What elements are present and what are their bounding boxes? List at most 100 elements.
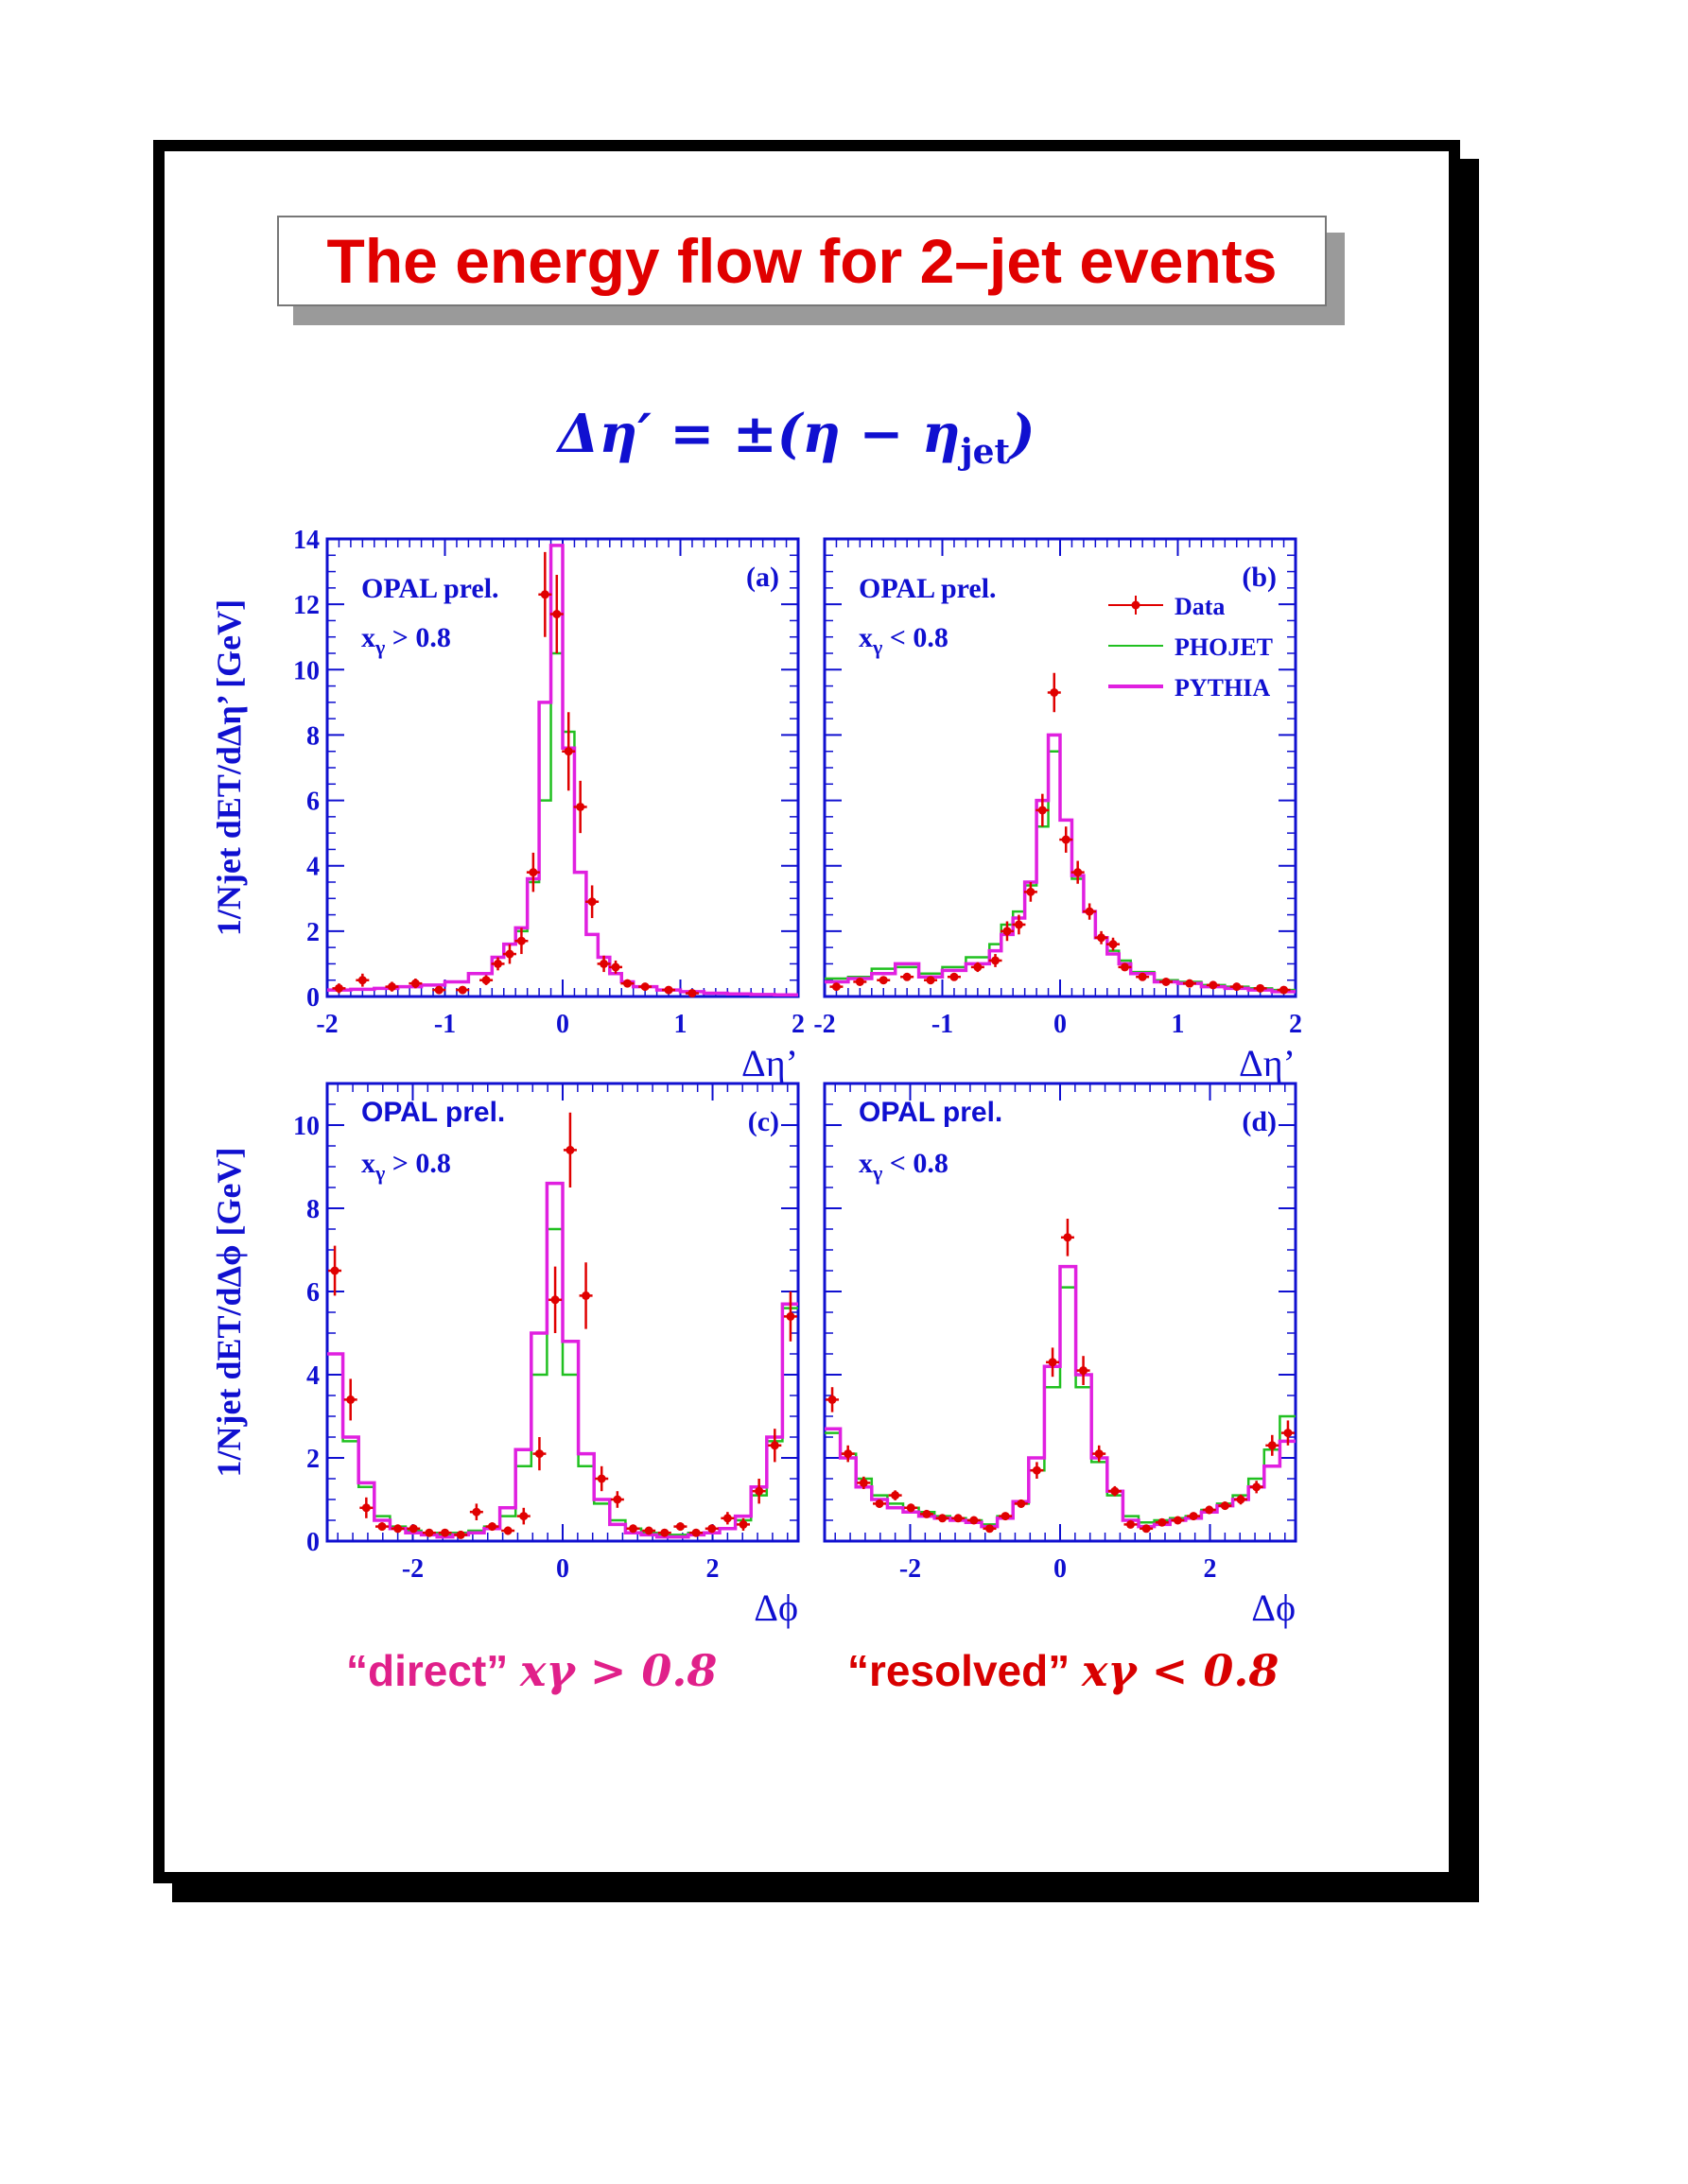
data-point	[361, 1503, 371, 1513]
data-point	[410, 979, 420, 988]
data-point	[640, 982, 650, 992]
data-point	[1110, 1486, 1120, 1496]
x-tick-label: 2	[1289, 1010, 1302, 1039]
formula-prefix: Δη′ = ±(η − η	[555, 403, 961, 465]
data-point	[1108, 940, 1118, 949]
legend-marker-dot	[1131, 600, 1140, 610]
data-point	[973, 962, 983, 972]
data-point	[1120, 962, 1129, 972]
data-point	[1138, 972, 1147, 981]
data-point	[1126, 1519, 1136, 1529]
data-point	[1283, 1429, 1293, 1438]
data-point	[1079, 1366, 1088, 1376]
caption-resolved-math: xγ < 0.8	[1082, 1645, 1279, 1696]
data-point	[1014, 920, 1023, 929]
data-point	[660, 1528, 670, 1537]
x-axis-label: Δη’	[1239, 1042, 1296, 1084]
data-point	[582, 1291, 591, 1300]
data-point	[600, 959, 609, 968]
data-point	[739, 1519, 748, 1529]
svg-text:Δη′ = ±(η − ηjet): Δη′ = ±(η − ηjet)	[555, 403, 1035, 471]
x-axis-label: Δϕ	[754, 1586, 798, 1629]
data-point	[1141, 1524, 1151, 1534]
x-tick-label: 1	[674, 1010, 687, 1039]
x-tick-label: 0	[556, 1554, 569, 1584]
data-point	[1252, 1482, 1262, 1492]
y-tick-label: 14	[293, 526, 320, 555]
data-point	[613, 1495, 622, 1504]
legend-label-pythia: PYTHIA	[1175, 674, 1270, 702]
data-point	[1002, 927, 1012, 936]
data-point	[891, 1491, 900, 1500]
data-point	[687, 989, 697, 998]
panel-letter: (c)	[748, 1106, 779, 1137]
data-point	[540, 590, 549, 599]
data-point	[425, 1528, 434, 1537]
data-point	[755, 1486, 764, 1496]
y-tick-label: 4	[306, 1361, 320, 1391]
data-point	[879, 976, 888, 985]
x-tick-label: 2	[706, 1554, 720, 1584]
data-point	[564, 747, 573, 756]
x-tick-label: 0	[556, 1010, 569, 1039]
data-point	[1017, 1499, 1026, 1508]
x-axis-label: Δϕ	[1251, 1586, 1296, 1629]
data-point	[906, 1503, 915, 1513]
data-point	[1032, 1465, 1041, 1475]
data-point	[576, 802, 585, 811]
y-tick-label: 10	[293, 1112, 320, 1141]
opal-label: OPAL prel.	[859, 573, 997, 604]
data-point	[481, 976, 491, 985]
y-tick-label: 0	[306, 983, 320, 1013]
legend: Data PHOJET PYTHIA	[1108, 593, 1273, 702]
data-point	[472, 1507, 481, 1517]
data-point	[902, 972, 912, 981]
slide-title: The energy flow for 2–jet events	[326, 226, 1278, 296]
data-point	[519, 1512, 529, 1521]
data-point	[377, 1522, 387, 1532]
data-point	[786, 1311, 795, 1321]
data-point	[629, 1524, 638, 1534]
formula-subscript: jet	[958, 432, 1011, 471]
cut-label: xγ > 0.8	[361, 622, 451, 659]
x-tick-label: 0	[1053, 1554, 1067, 1584]
data-point	[1085, 907, 1094, 916]
legend-label-data: Data	[1175, 593, 1225, 620]
data-point	[505, 949, 514, 959]
data-point	[1037, 806, 1047, 815]
y-axis-label: 1/Njet dET/dΔη’ [GeV]	[210, 599, 248, 936]
panel-3: -2 0 2 Δϕ (d) OPAL prel. xγ < 0.8	[823, 1082, 1297, 1629]
y-tick-label: 2	[306, 918, 320, 947]
x-axis-label: Δη’	[741, 1042, 798, 1084]
y-tick-label: 0	[306, 1528, 320, 1557]
caption-direct: “direct” xγ > 0.8	[346, 1645, 717, 1696]
y-tick-label: 6	[306, 788, 320, 817]
histogram-pythia	[327, 1181, 798, 1539]
data-point	[458, 985, 467, 995]
caption-direct-label: “direct”	[346, 1646, 509, 1695]
data-point	[1097, 933, 1106, 943]
data-point	[770, 1441, 779, 1450]
x-tick-label: -2	[813, 1010, 835, 1039]
data-point	[1094, 1449, 1104, 1459]
data-point	[1185, 979, 1194, 988]
data-point	[1189, 1512, 1198, 1521]
opal-label: OPAL prel.	[859, 1097, 1002, 1128]
y-tick-label: 6	[306, 1278, 320, 1308]
title-box: The energy flow for 2–jet events	[277, 216, 1327, 306]
data-point	[566, 1145, 575, 1154]
panel-1: -2 -1 0 1 2 Δη’ (b) OPAL prel. xγ < 0.8	[813, 537, 1302, 1084]
x-tick-label: 0	[1053, 1010, 1067, 1039]
cut-label: xγ < 0.8	[859, 622, 948, 659]
data-point	[953, 1514, 963, 1523]
data-point	[552, 610, 562, 619]
x-tick-label: -1	[931, 1010, 953, 1039]
histogram-pythia	[825, 733, 1296, 994]
data-point	[622, 979, 632, 988]
cut-label: xγ < 0.8	[859, 1148, 948, 1185]
data-point	[922, 1509, 931, 1518]
data-point	[1073, 868, 1083, 877]
data-point	[1048, 1358, 1057, 1367]
data-point	[1063, 1233, 1072, 1242]
